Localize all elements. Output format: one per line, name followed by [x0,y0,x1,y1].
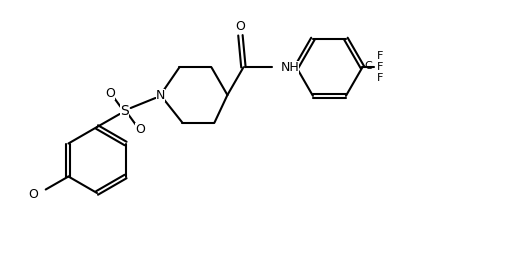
Text: O: O [28,188,38,201]
Text: N: N [156,88,165,101]
Text: F: F [376,73,383,83]
Text: F: F [376,62,383,72]
Text: S: S [120,104,129,118]
Text: F: F [376,51,383,61]
Text: O: O [105,86,114,100]
Text: C: C [365,61,373,71]
Text: NH: NH [280,61,299,74]
Text: O: O [235,20,245,33]
Text: O: O [135,123,145,135]
